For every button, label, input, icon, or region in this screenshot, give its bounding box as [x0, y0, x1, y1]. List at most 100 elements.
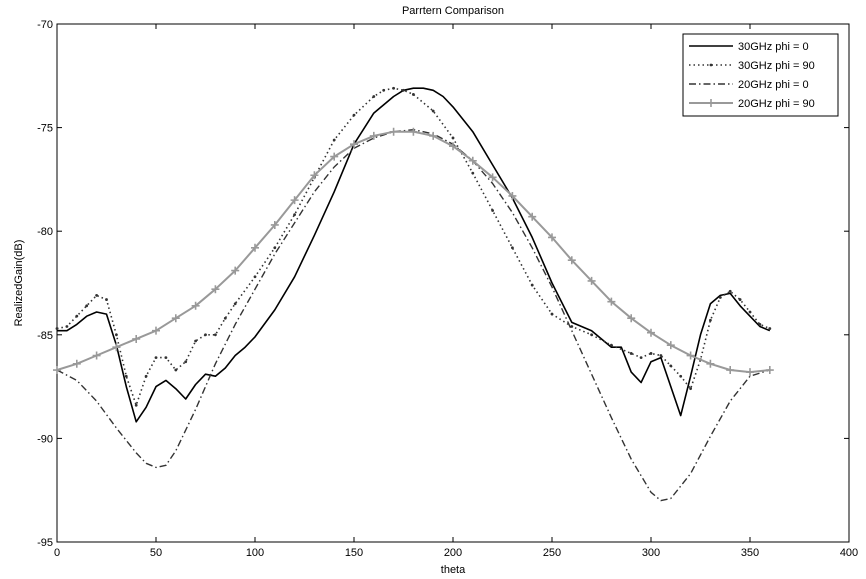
data-point	[270, 220, 279, 229]
legend-item: 30GHz phi = 90	[689, 60, 815, 72]
data-point	[95, 294, 98, 297]
legend-label: 20GHz phi = 0	[738, 79, 809, 91]
x-axis-label: theta	[441, 564, 466, 576]
x-tick-label: 300	[642, 547, 660, 559]
data-point	[402, 88, 405, 92]
data-point	[164, 356, 168, 359]
data-point	[55, 327, 59, 330]
x-tick-label: 350	[741, 547, 759, 559]
legend-label: 30GHz phi = 0	[738, 41, 809, 53]
data-point	[53, 366, 61, 375]
legend-item: 30GHz phi = 0	[689, 41, 809, 53]
data-point	[768, 327, 772, 330]
y-tick-label: -70	[37, 19, 53, 31]
data-point	[194, 339, 198, 343]
legend: 30GHz phi = 0 30GHz phi = 90 20GHz phi = 0…	[682, 33, 839, 117]
data-point	[392, 86, 395, 90]
data-point	[124, 374, 128, 378]
axis-ticks: 0 50 100 150 200 250 300 350 400 -70 -75 -80 -85 -90 -…	[37, 19, 858, 559]
data-point	[488, 173, 497, 182]
series-line	[57, 87, 771, 423]
series-30ghz-phi-0	[57, 87, 771, 423]
data-point	[223, 316, 227, 320]
data-point	[468, 156, 477, 165]
data-point	[647, 328, 655, 337]
data-point	[649, 352, 653, 355]
data-point	[718, 296, 722, 299]
data-point	[211, 285, 220, 294]
data-point	[709, 318, 712, 322]
data-point	[92, 351, 101, 360]
data-point	[738, 298, 742, 301]
data-point	[550, 312, 554, 316]
data-point	[590, 333, 593, 337]
data-point	[352, 113, 356, 117]
data-point	[689, 387, 692, 391]
x-tick-label: 150	[345, 547, 363, 559]
chart-title: Parrtern Comparison	[402, 5, 504, 17]
data-point	[449, 142, 457, 151]
y-tick-label: -80	[37, 226, 53, 238]
data-point	[607, 297, 616, 306]
y-axis-label: RealizedGain(dB)	[13, 240, 25, 327]
y-tick-label: -95	[37, 537, 53, 549]
data-point	[214, 333, 217, 337]
y-tick-label: -75	[37, 123, 53, 135]
x-tick-label: 100	[246, 547, 264, 559]
series-line	[56, 128, 771, 502]
data-point	[746, 368, 754, 377]
x-tick-label: 250	[543, 547, 561, 559]
data-point	[471, 171, 475, 175]
y-tick-label: -85	[37, 330, 53, 342]
data-point	[115, 333, 118, 337]
data-point	[511, 246, 514, 250]
data-point	[231, 266, 240, 275]
data-point	[65, 325, 69, 328]
data-point	[765, 366, 774, 375]
data-point	[409, 127, 418, 136]
data-point	[350, 140, 358, 149]
data-point	[389, 127, 398, 136]
data-point	[105, 298, 108, 301]
data-point	[758, 323, 762, 326]
data-point	[174, 368, 178, 372]
data-point	[75, 314, 79, 318]
data-point	[587, 276, 596, 285]
data-point	[627, 314, 636, 323]
series-layer	[53, 86, 774, 502]
data-point	[184, 360, 188, 364]
x-tick-label: 0	[54, 547, 60, 559]
data-point	[659, 354, 663, 357]
data-point	[706, 359, 715, 368]
data-point	[567, 256, 576, 265]
data-point	[429, 131, 438, 140]
data-point	[548, 233, 556, 242]
data-point	[332, 138, 336, 142]
data-point	[204, 333, 207, 337]
x-tick-label: 50	[150, 547, 162, 559]
data-point	[412, 93, 415, 96]
series-20ghz-phi-90	[53, 127, 774, 377]
data-point	[748, 310, 752, 314]
data-point	[669, 364, 673, 368]
data-point	[233, 302, 237, 306]
data-point	[144, 374, 148, 378]
data-point	[132, 334, 141, 343]
data-point	[85, 304, 89, 308]
data-point	[728, 289, 732, 293]
data-point	[451, 136, 455, 140]
legend-item: 20GHz phi = 90	[689, 98, 815, 110]
legend-item: 20GHz phi = 0	[689, 79, 809, 91]
legend-marker	[709, 63, 713, 67]
data-point	[134, 403, 138, 407]
data-point	[570, 325, 574, 328]
data-point	[310, 171, 319, 180]
data-point	[191, 301, 200, 310]
series-30ghz-phi-90	[55, 86, 772, 407]
data-point	[290, 196, 299, 205]
data-point	[610, 343, 613, 347]
legend-marker	[707, 99, 715, 107]
data-point	[251, 243, 259, 252]
data-point	[273, 246, 277, 250]
